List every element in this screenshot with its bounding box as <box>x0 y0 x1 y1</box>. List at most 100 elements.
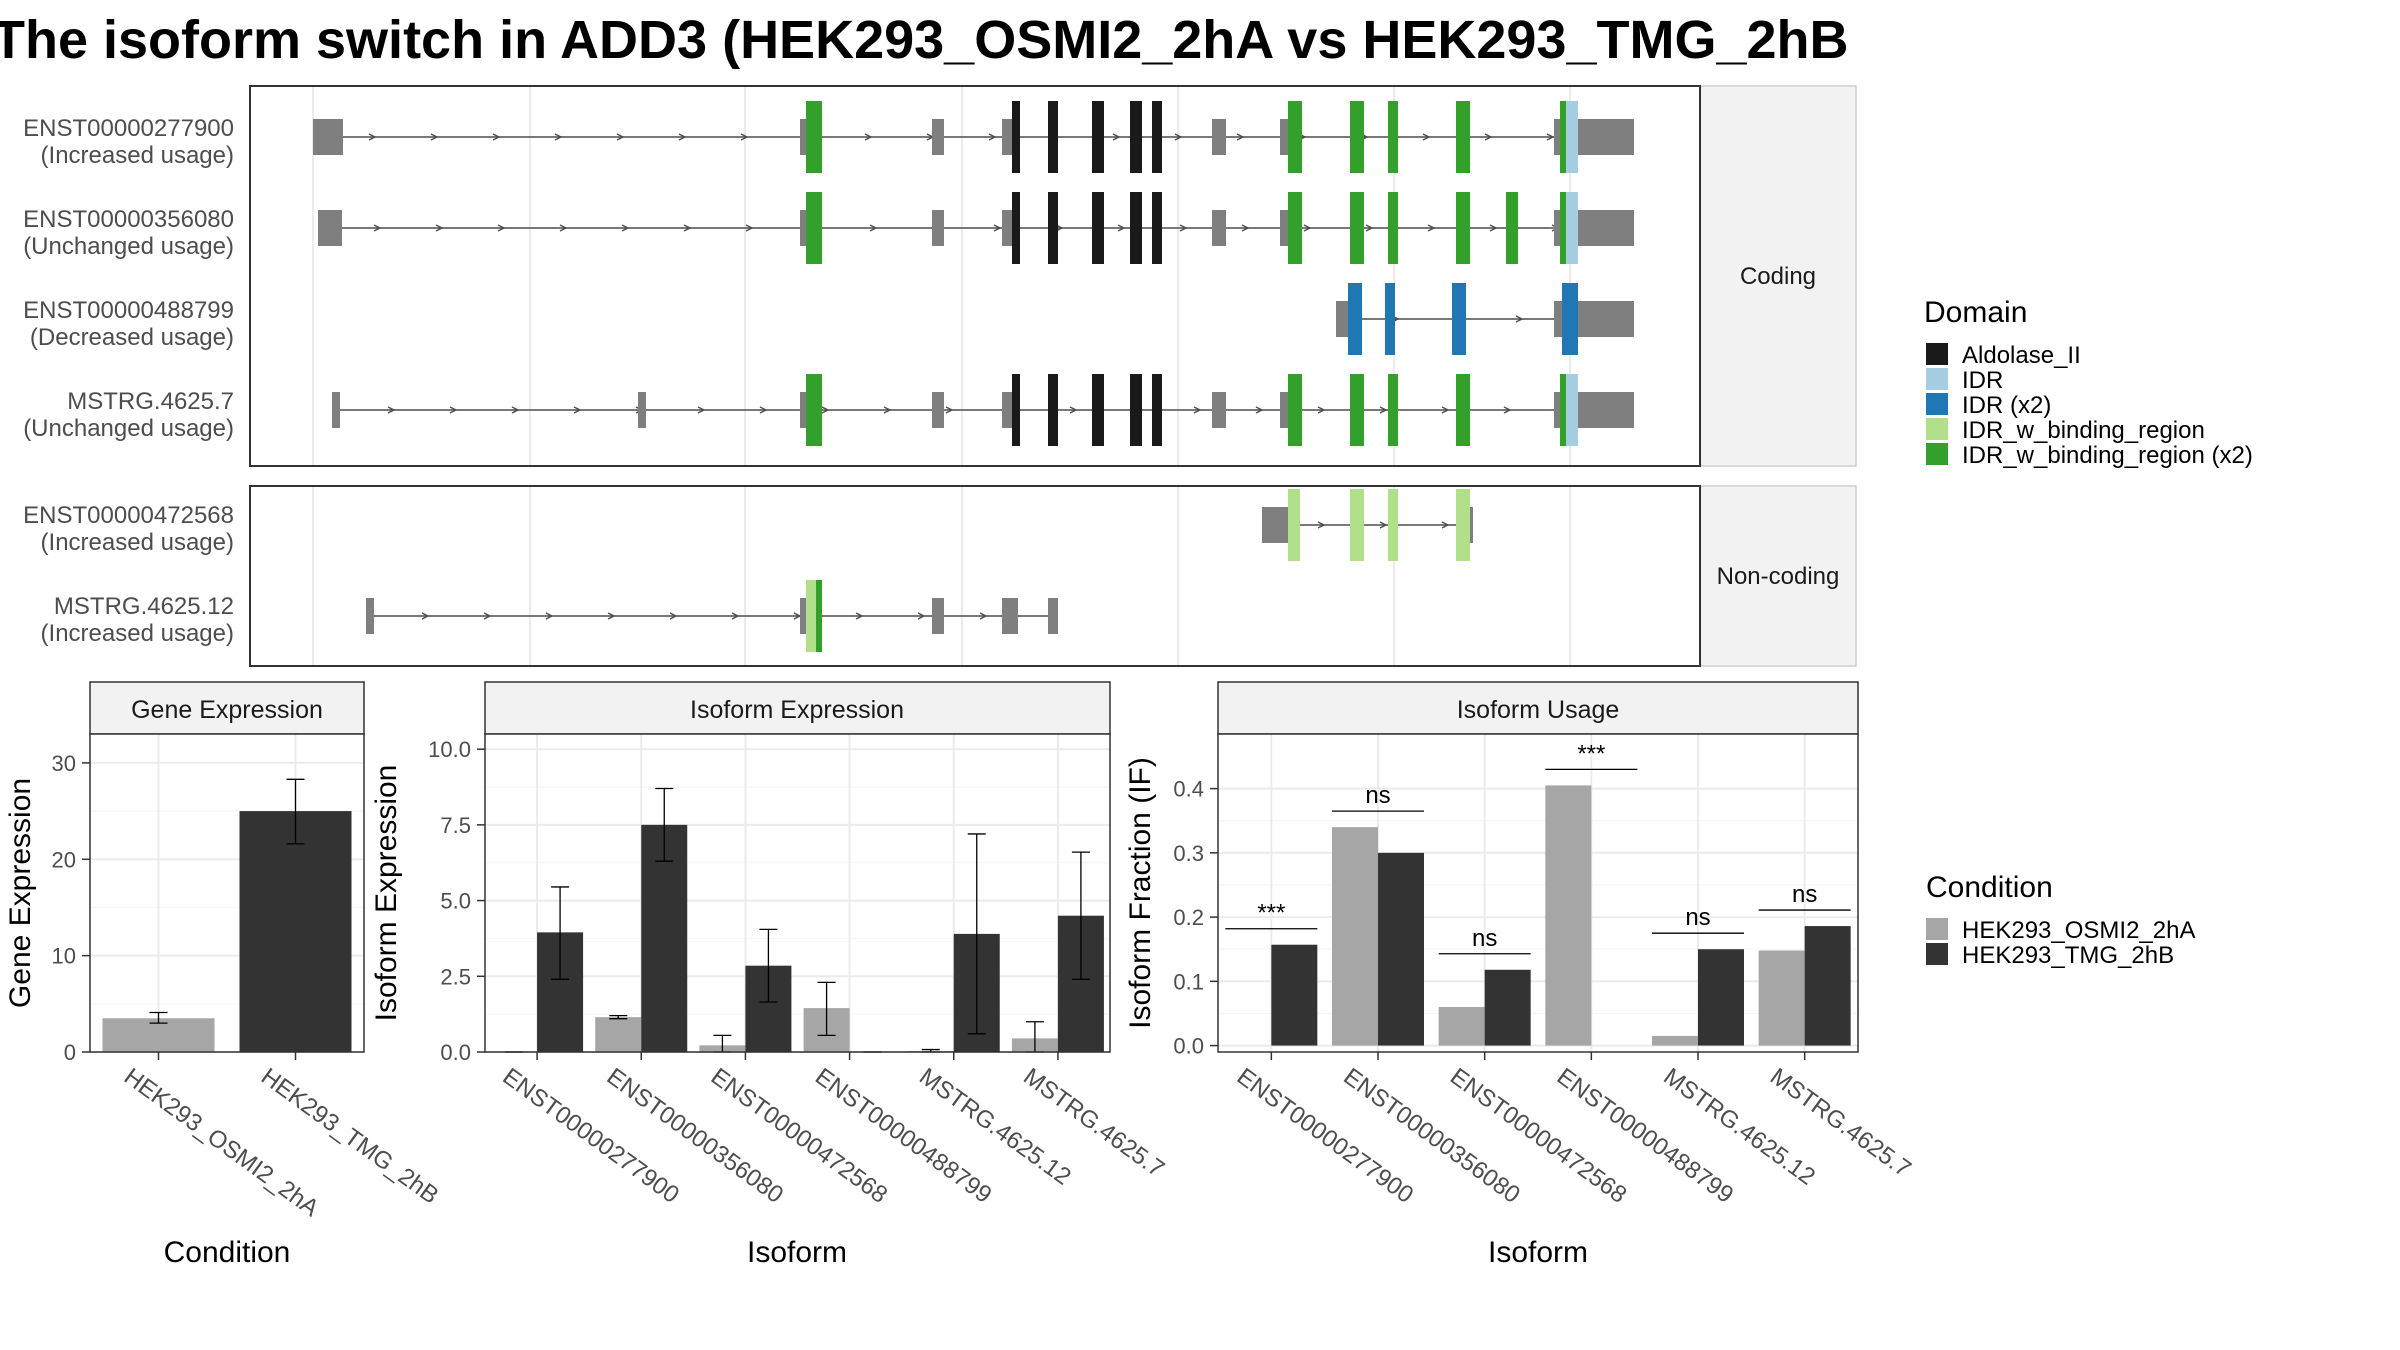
intron-arrow <box>545 612 554 620</box>
domain-exon <box>1350 374 1364 446</box>
intron-arrow <box>883 406 892 414</box>
isoform-usage-strip <box>1217 681 1859 735</box>
x-tick-label: ENST00000277900 <box>1232 1063 1418 1209</box>
noncoding-strip-label: Non-coding <box>1717 563 1840 590</box>
utr-exon <box>1002 119 1012 155</box>
noncoding-panel-frame <box>249 485 1701 667</box>
domain-exon <box>1568 283 1578 355</box>
domain-exon <box>1048 101 1058 173</box>
gene-expression-yticks: 0 10 20 30 <box>52 751 90 1065</box>
y-tick-label: 5.0 <box>440 889 471 914</box>
intron-arrow <box>1503 406 1512 414</box>
utr-exon <box>1280 392 1288 428</box>
bar <box>1698 949 1744 1046</box>
utr-exon <box>932 598 944 634</box>
utr-exon <box>1586 392 1634 428</box>
intron-arrow <box>745 224 754 232</box>
intron-arrow <box>1317 406 1326 414</box>
domain-legend-title: Domain <box>1924 296 2027 329</box>
intron-arrow <box>1379 521 1388 529</box>
intron-arrow <box>1422 133 1431 141</box>
intron-arrow <box>1317 521 1326 529</box>
y-tick-label: 30 <box>52 751 76 776</box>
intron-arrow <box>683 224 692 232</box>
significance-label: *** <box>1577 740 1605 767</box>
intron-arrow <box>945 406 954 414</box>
intron-arrow <box>1069 406 1078 414</box>
utr-exon <box>800 598 806 634</box>
domain-exon <box>1012 374 1020 446</box>
intron-arrow <box>607 612 616 620</box>
isoform-label-usage: (Increased usage) <box>41 142 234 169</box>
isoform-label-id: ENST00000277900 <box>23 115 234 142</box>
domain-exon <box>1130 374 1142 446</box>
isoform-label-usage: (Unchanged usage) <box>23 415 234 442</box>
intron-arrow <box>1379 406 1388 414</box>
intron-arrow <box>368 133 377 141</box>
noncoding-strip <box>1699 485 1857 667</box>
domain-exon <box>1092 374 1104 446</box>
intron-arrow <box>1174 133 1183 141</box>
intron-arrow <box>449 406 458 414</box>
gene-expression-ylabel: Gene Expression <box>4 778 37 1008</box>
legend-label: IDR <box>1962 367 2003 394</box>
utr-exon <box>1554 210 1560 246</box>
isoform-track <box>1336 283 1634 355</box>
bar <box>1332 827 1378 1046</box>
domain-exon <box>1350 489 1364 561</box>
domain-exon <box>1288 101 1302 173</box>
utr-exon <box>932 210 944 246</box>
intron-arrow <box>421 612 430 620</box>
domain-exon <box>1506 192 1518 264</box>
intron-arrow <box>864 133 873 141</box>
domain-exon <box>1385 283 1395 355</box>
utr-exon <box>800 119 806 155</box>
isoform-label-id: ENST00000472568 <box>23 502 234 529</box>
isoform-usage-xticks: ENST00000277900ENST00000356080ENST000004… <box>1232 1052 1916 1209</box>
domain-exon <box>1388 192 1398 264</box>
intron-arrow <box>1489 224 1498 232</box>
intron-arrow <box>1255 406 1264 414</box>
bar <box>239 811 352 1052</box>
y-tick-label: 10 <box>52 944 76 969</box>
y-tick-label: 0.4 <box>1173 777 1204 802</box>
x-tick-label: ENST00000356080 <box>1338 1063 1524 1209</box>
intron-arrow <box>669 612 678 620</box>
intron-arrow <box>1117 224 1126 232</box>
isoform-expression-strip <box>484 681 1111 735</box>
isoform-usage-ylabel: Isoform Fraction (IF) <box>1124 757 1157 1029</box>
utr-exon <box>1212 210 1226 246</box>
gene-expression-bars <box>102 778 352 1052</box>
x-tick-label: ENST00000488799 <box>1552 1063 1738 1209</box>
significance-label: ns <box>1365 782 1390 809</box>
gene-expression-xlabel: Condition <box>164 1236 291 1269</box>
coding-isoform-labels: ENST00000277900 (Increased usage) ENST00… <box>23 115 234 442</box>
legend-label: IDR_w_binding_region <box>1962 417 2205 444</box>
intron-arrow <box>387 406 396 414</box>
intron-arrow <box>1241 224 1250 232</box>
intron-arrow <box>1236 133 1245 141</box>
domain-exon <box>1452 283 1466 355</box>
domain-exon <box>1560 374 1566 446</box>
intron-arrow <box>621 224 630 232</box>
utr-exon <box>1578 301 1586 337</box>
domain-exon <box>1288 489 1292 561</box>
bar <box>595 1017 642 1052</box>
legend-swatch-aldolase <box>1926 343 1948 365</box>
legend-swatch-idr <box>1926 368 1948 390</box>
legend-swatch-idr-x2 <box>1926 393 1948 415</box>
legend-label: IDR (x2) <box>1962 392 2051 419</box>
x-tick-label: ENST00000356080 <box>602 1063 788 1209</box>
intron-arrow <box>759 406 768 414</box>
domain-exon <box>1560 101 1566 173</box>
utr-exon <box>1586 210 1634 246</box>
domain-exon <box>1152 192 1162 264</box>
isoform-usage-bars: *** ns ns *** ns ns <box>1225 740 1851 1046</box>
bar <box>1484 969 1531 1046</box>
isoform-expression-chart: Isoform Expression 0.0 2.5 5.0 7.5 10.0 ENST… <box>370 681 1169 1269</box>
intron-arrow <box>430 133 439 141</box>
utr-exon <box>1578 210 1586 246</box>
utr-exon <box>1262 507 1288 543</box>
utr-exon <box>800 392 806 428</box>
domain-exon <box>1566 101 1578 173</box>
